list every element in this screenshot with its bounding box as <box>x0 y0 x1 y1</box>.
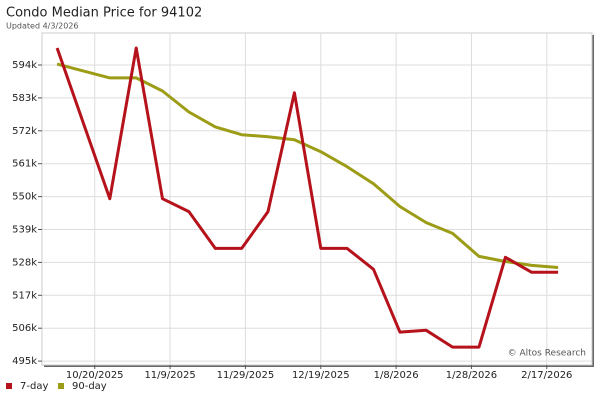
y-tick-label: 572k <box>12 126 37 137</box>
watermark: © Altos Research <box>508 349 586 359</box>
x-tick-label: 1/28/2026 <box>446 370 497 381</box>
x-tick-label: 2/17/2026 <box>521 370 572 381</box>
y-tick-label: 550k <box>12 192 37 203</box>
y-tick-label: 506k <box>12 323 37 334</box>
legend-label: 90-day <box>72 381 107 392</box>
x-tick-label: 11/29/2025 <box>217 370 275 381</box>
x-tick-label: 12/19/2025 <box>292 370 350 381</box>
legend-label: 7-day <box>20 381 48 392</box>
legend-swatch <box>58 383 64 389</box>
chart-subtitle: Updated 4/3/2026 <box>6 22 79 31</box>
y-tick-label: 495k <box>12 356 37 367</box>
y-tick-label: 561k <box>12 159 37 170</box>
chart-title: Condo Median Price for 94102 <box>6 6 202 21</box>
x-tick-label: 10/20/2025 <box>66 370 124 381</box>
x-tick-label: 1/8/2026 <box>374 370 419 381</box>
series-line <box>55 46 559 349</box>
y-tick-label: 583k <box>12 93 37 104</box>
y-tick-label: 528k <box>12 257 37 268</box>
legend-swatch <box>6 383 12 389</box>
y-tick-label: 594k <box>12 60 37 71</box>
series-line <box>56 62 559 269</box>
y-tick-label: 517k <box>12 290 37 301</box>
plot-area <box>41 32 593 366</box>
x-tick-label: 11/9/2025 <box>144 370 195 381</box>
y-tick-label: 539k <box>12 225 37 236</box>
